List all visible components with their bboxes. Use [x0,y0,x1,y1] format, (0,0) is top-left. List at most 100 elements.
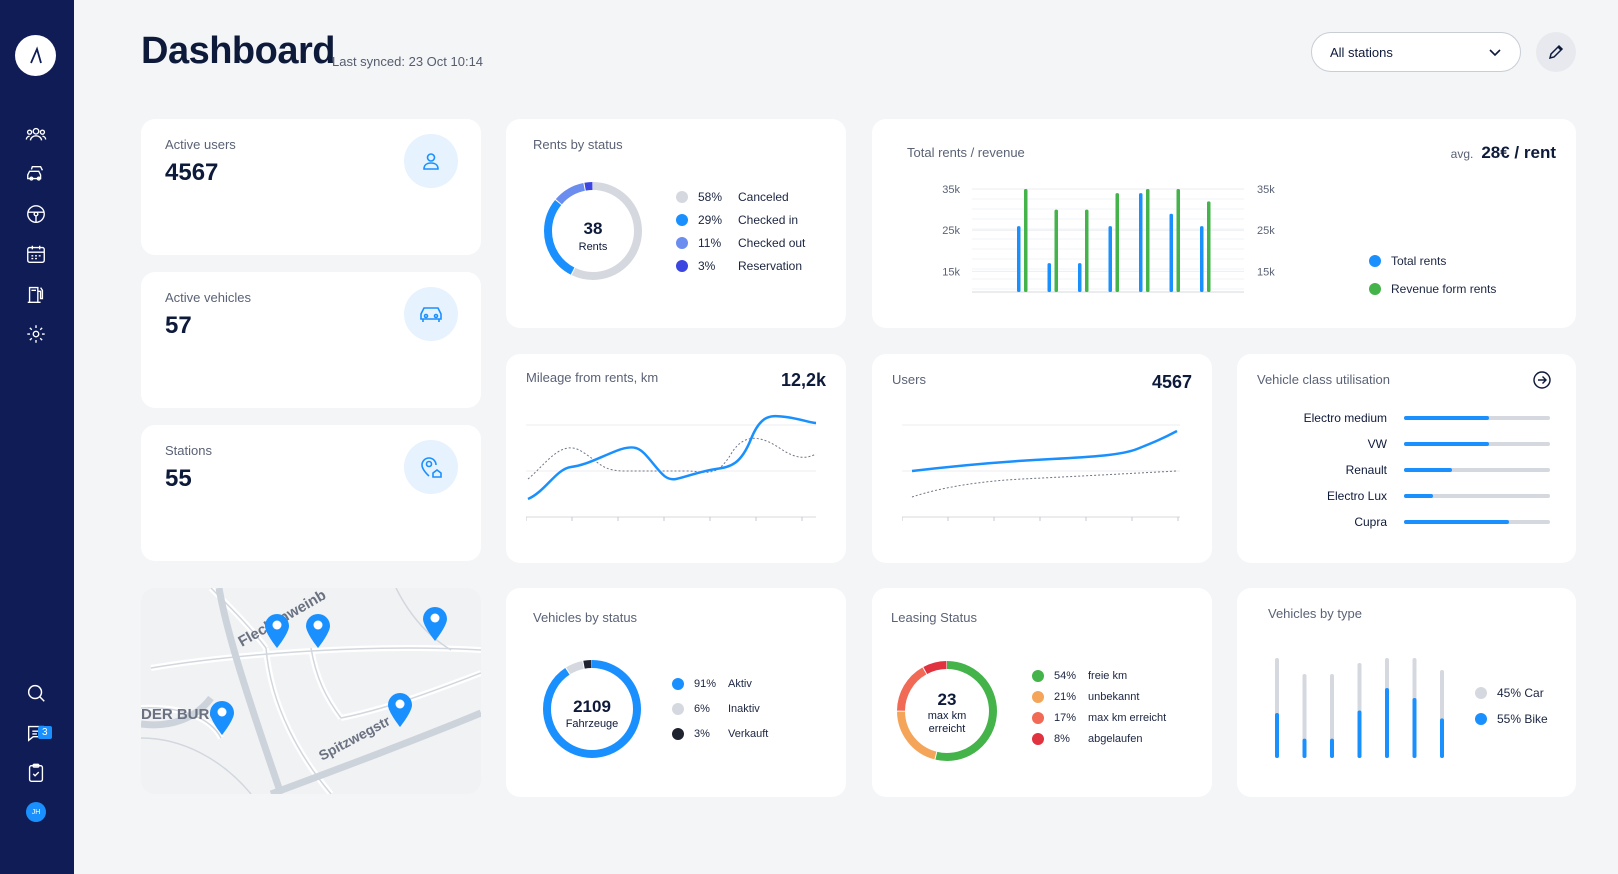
kpi-card-active-users: Active users 4567 [141,119,481,255]
legend-item: 11% Checked out [676,236,805,250]
leasing-donut [897,661,997,761]
legend-label: Total rents [1391,254,1447,268]
bar-total-rents [1108,226,1112,292]
legend-item: 45% Car [1475,686,1544,700]
legend-dot [1032,733,1044,745]
rents-by-status-card: Rents by status 38 Rents 58% Canceled 29%… [506,119,846,328]
bar-total-rents [1047,263,1051,292]
legend-label: max km erreicht [1088,712,1167,724]
clipboard-icon[interactable] [24,761,48,785]
stations-map[interactable]: Fleckenweinb Spitzwegstr DER BURG [141,588,481,794]
legend-label: freie km [1088,670,1128,682]
x-ticks [526,517,803,521]
map-pin-icon[interactable] [209,700,235,736]
location-home-icon [404,440,458,494]
legend-item: 8% abgelaufen [1032,733,1142,745]
card-title: Vehicle class utilisation [1257,372,1390,387]
vehicles-type-chart [1275,658,1444,758]
avg-label: avg. [1450,147,1474,161]
station-select-value: All stations [1330,44,1393,60]
legend-dot [672,678,684,690]
card-title: Vehicles by status [533,610,638,625]
bar-revenue [1115,193,1119,292]
arrow-right-circle-icon[interactable] [1532,370,1552,390]
vehicle-class-label: Renault [1345,463,1387,477]
total-rents-card: Total rents / revenue avg. 28€ / rent 35… [872,119,1576,328]
vehicle-class-label: Electro Lux [1326,489,1387,503]
last-synced: Last synced: 23 Oct 10:14 [332,54,484,69]
legend-label: 55% Bike [1497,712,1548,726]
mileage-current-line [527,414,817,501]
users-icon[interactable] [24,122,48,146]
map-pin-icon[interactable] [387,692,413,728]
bar-total-rents [1200,226,1204,292]
type-bar-bike [1440,718,1444,758]
legend-dot [1369,255,1381,267]
users-value: 4567 [1151,372,1192,392]
settings-icon[interactable] [24,322,48,346]
bar-revenue [1176,189,1180,292]
map-pin-icon[interactable] [264,613,290,649]
app-logo[interactable] [15,35,56,76]
station-select[interactable]: All stations [1311,32,1521,72]
legend-item: 91% Aktiv [672,678,752,690]
legend-pct: 11% [698,236,722,250]
legend-dot [1369,283,1381,295]
donut-center-value: 38 [583,219,603,238]
legend-dot [1032,670,1044,682]
legend-label: Aktiv [728,678,752,690]
legend-label: Canceled [738,190,789,204]
donut-center-label: Rents [578,241,608,253]
steering-wheel-icon[interactable] [24,202,48,226]
bar-revenue [1024,189,1028,292]
avatar[interactable]: JH [26,802,46,822]
legend-pct: 8% [1054,733,1070,745]
car-icon [404,287,458,341]
legend-pct: 17% [1054,712,1077,724]
cars-icon[interactable] [24,162,48,186]
legend-label: Inaktiv [728,703,760,715]
chevron-down-icon [1489,49,1501,57]
vehicle-class-fill [1404,520,1510,524]
chat-badge: 3 [38,726,52,739]
vehicles-donut [543,660,641,758]
legend-item: 6% Inaktiv [672,703,760,715]
legend-label: abgelaufen [1088,733,1143,745]
legend-label: Revenue form rents [1391,282,1497,296]
donut-center-value: 2109 [573,697,611,716]
users-card: Users 4567 [872,354,1212,563]
legend-label: Reservation [738,259,803,273]
type-bar-car [1302,674,1307,758]
legend-pct: 29% [698,213,723,227]
legend-dot [672,703,684,715]
legend-dot [1032,691,1044,703]
mileage-value: 12,2k [780,370,826,390]
vehicle-class-track [1404,468,1550,472]
bar-revenue [1207,201,1211,292]
donut-segment [543,660,641,758]
bar-total-rents [1139,193,1143,292]
y-tick-label-right: 15k [1257,266,1275,278]
legend-dot [676,214,688,226]
legend-item: 3% Verkauft [672,728,768,740]
calendar-icon[interactable] [24,242,48,266]
type-bar-car [1330,674,1334,758]
legend-pct: 54% [1054,670,1077,682]
pencil-icon [1548,44,1564,60]
bar-revenue [1085,209,1089,292]
leasing-status-card: Leasing Status 23 max km erreicht 54% fre… [872,588,1212,797]
legend-dot [1032,712,1044,724]
station-icon[interactable] [24,282,48,306]
map-pin-icon[interactable] [422,606,448,642]
search-icon[interactable] [24,681,48,705]
type-bar-bike [1330,738,1334,758]
card-title: Total rents / revenue [907,145,1025,160]
vehicle-class-card: Vehicle class utilisation Electro medium… [1237,354,1576,563]
map-pin-icon[interactable] [305,613,331,649]
legend-label: Checked in [738,213,799,227]
edit-button[interactable] [1536,32,1576,72]
legend-item: 21% unbekannt [1032,691,1139,703]
vehicle-class-fill [1404,494,1434,498]
kpi-card-stations: Stations 55 [141,425,481,561]
y-tick-label-right: 25k [1257,225,1275,237]
